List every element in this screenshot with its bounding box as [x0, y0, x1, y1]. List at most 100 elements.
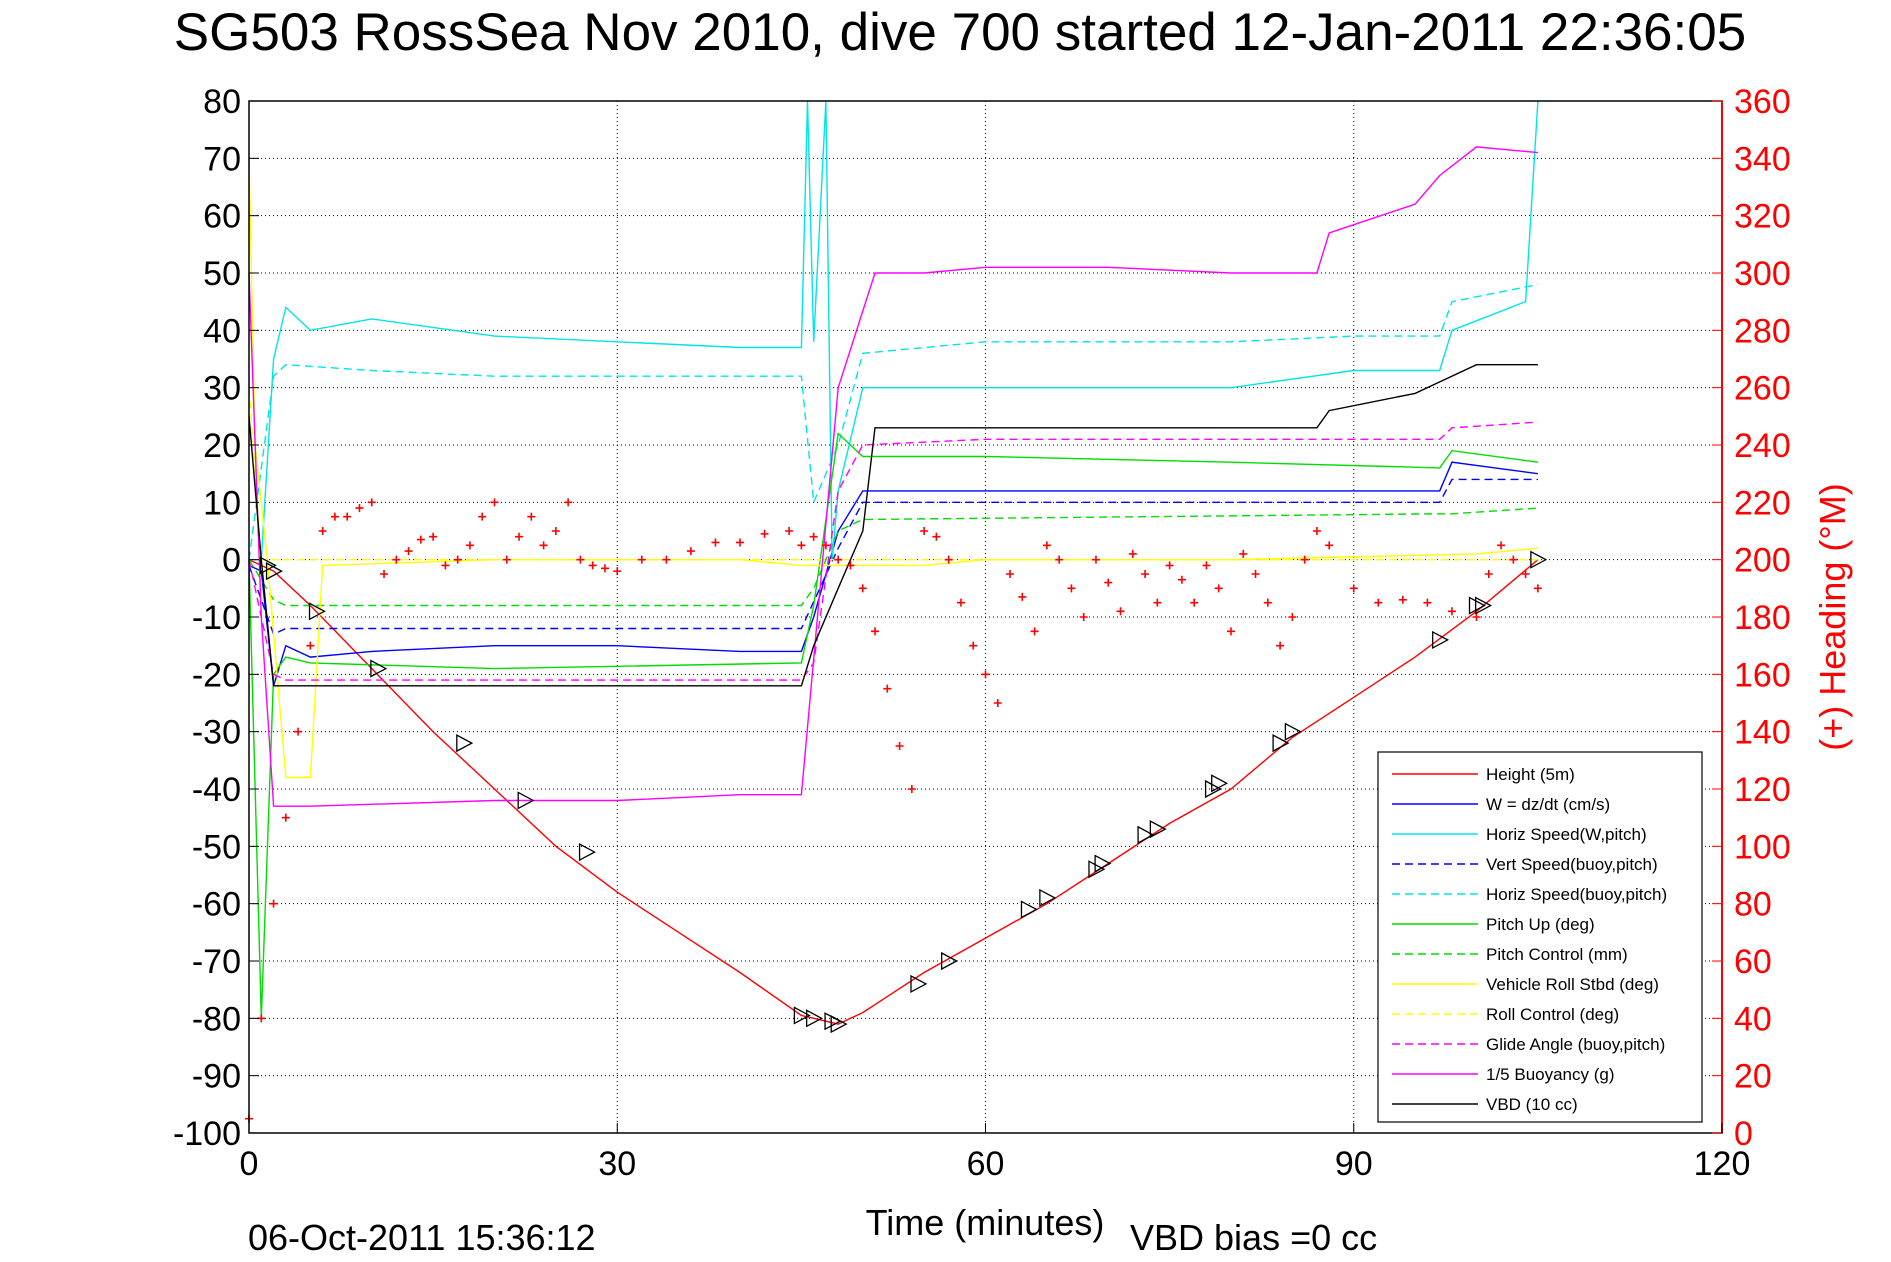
series-line-11: [248, 364, 1538, 687]
heading-point: [760, 529, 769, 538]
heading-point: [871, 627, 880, 636]
x-tick-label: 90: [1335, 1145, 1373, 1183]
heading-point: [883, 684, 892, 693]
y-tick-label: -90: [192, 1058, 241, 1096]
y-tick-label: 10: [203, 484, 241, 522]
heading-point: [429, 532, 438, 541]
heading-point: [527, 512, 536, 521]
heading-point: [1116, 607, 1125, 616]
heading-point: [846, 561, 855, 570]
y2-tick-label: 180: [1734, 599, 1791, 637]
heading-point: [1263, 598, 1272, 607]
right-axis-label: (+) Heading (°M): [1812, 483, 1853, 750]
height-marker: [1088, 860, 1106, 879]
heading-point: [858, 584, 867, 593]
heading-point: [1472, 613, 1481, 621]
heading-point: [576, 555, 585, 564]
height-markers: [259, 550, 1548, 1034]
footer-vbd-bias: VBD bias =0 cc: [1130, 1217, 1377, 1258]
heading-point: [1141, 570, 1150, 578]
heading-point: [564, 498, 573, 507]
height-marker: [578, 842, 596, 862]
height-marker: [1432, 630, 1450, 650]
heading-point: [1509, 555, 1518, 564]
legend-label: Vehicle Roll Stbd (deg): [1486, 975, 1659, 994]
series-line-1: [248, 461, 1538, 687]
heading-point: [932, 532, 941, 541]
height-marker: [370, 659, 388, 678]
heading-point: [834, 555, 843, 564]
y2-tick-label: 280: [1734, 312, 1791, 350]
y2-tick-label: 340: [1734, 140, 1791, 178]
heading-point: [1104, 578, 1113, 587]
y2-tick-label: 140: [1734, 714, 1791, 752]
heading-point: [907, 785, 916, 793]
heading-point: [1214, 584, 1223, 593]
heading-point: [367, 498, 376, 507]
heading-point: [318, 527, 327, 535]
heading-point: [944, 555, 953, 564]
y2-tick-label: 200: [1734, 542, 1791, 580]
height-marker: [1020, 900, 1038, 919]
y-tick-label: 30: [203, 370, 241, 408]
x-tick-label: 60: [967, 1145, 1005, 1183]
heading-point: [515, 532, 524, 541]
heading-point: [1227, 627, 1235, 636]
series-line-4: [248, 283, 1539, 560]
heading-point: [711, 538, 720, 547]
height-marker: [1284, 722, 1302, 741]
heading-point: [392, 555, 401, 564]
y2-tick-label: 320: [1734, 198, 1791, 236]
heading-point: [1190, 598, 1199, 607]
heading-point: [1153, 598, 1162, 607]
heading-point: [502, 555, 511, 564]
y-tick-label: 60: [203, 198, 241, 236]
heading-point: [1349, 584, 1358, 593]
height-marker: [830, 1014, 848, 1034]
y-tick-label: -100: [173, 1115, 241, 1153]
heading-point: [1484, 570, 1493, 578]
series-line-6: [248, 507, 1538, 607]
y2-tick-label: 60: [1734, 943, 1772, 981]
y2-tick-label: 360: [1734, 83, 1791, 121]
heading-point: [736, 538, 744, 547]
legend-label: Height (5m): [1486, 765, 1575, 784]
y-tick-label: -30: [192, 714, 241, 752]
legend: Height (5m) W = dz/dt (cm/s) Horiz Speed(W…: [1377, 751, 1703, 1123]
y-tick-label: -20: [192, 656, 241, 694]
y-tick-label: 40: [203, 312, 241, 350]
heading-point: [441, 561, 450, 570]
heading-point: [1447, 607, 1456, 616]
heading-point: [969, 641, 978, 650]
heading-point: [330, 512, 339, 521]
heading-point: [1374, 598, 1383, 607]
heading-point: [306, 641, 315, 650]
height-marker: [456, 734, 474, 753]
heading-point: [821, 541, 830, 550]
heading-point: [416, 535, 425, 544]
y2-tick-label: 20: [1734, 1058, 1772, 1096]
heading-point: [1497, 541, 1506, 550]
height-marker: [1149, 820, 1167, 839]
footer-timestamp: 06-Oct-2011 15:36:12: [248, 1217, 596, 1258]
legend-label: W = dz/dt (cm/s): [1486, 795, 1610, 814]
axes: 80706050403020100-10-20-30-40-50-60-70-8…: [173, 83, 1791, 1183]
heading-point: [1165, 561, 1174, 570]
height-marker: [1094, 854, 1112, 873]
heading-point: [551, 527, 560, 535]
y2-tick-label: 220: [1734, 484, 1791, 522]
x-tick-label: 30: [598, 1145, 636, 1183]
heading-point: [895, 742, 904, 750]
heading-point: [1312, 527, 1321, 535]
heading-point: [981, 670, 990, 679]
y2-tick-label: 0: [1734, 1115, 1753, 1153]
height-marker: [308, 602, 326, 621]
heading-point: [1276, 641, 1285, 650]
height-marker: [1530, 550, 1548, 569]
heading-point: [453, 555, 462, 564]
x-tick-label: 120: [1694, 1145, 1751, 1183]
heading-point: [797, 541, 806, 550]
heading-point: [404, 547, 413, 556]
heading-point: [1251, 570, 1260, 578]
